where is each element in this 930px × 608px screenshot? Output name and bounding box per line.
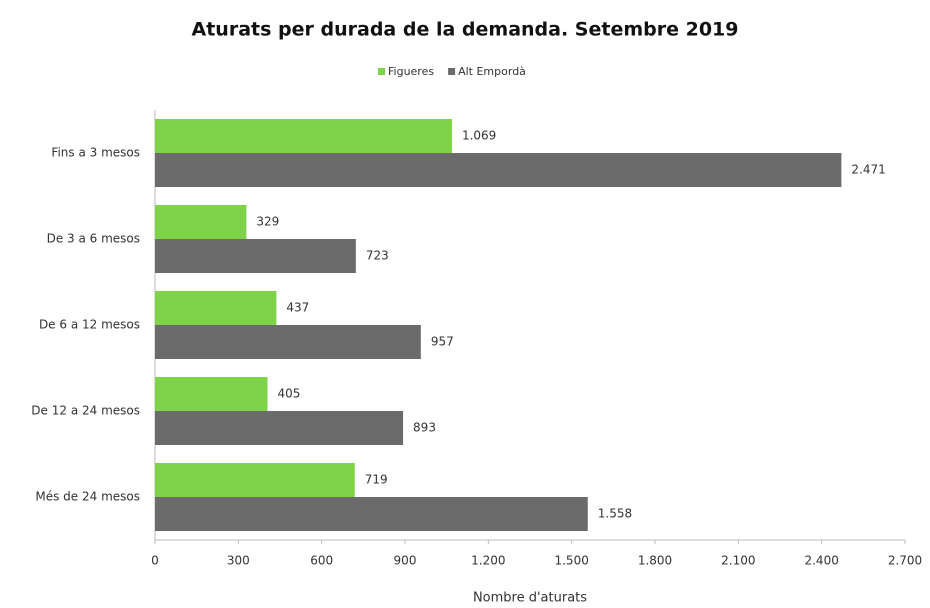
bar [155,497,588,531]
x-tick-label: 1.200 [471,554,505,568]
bar [155,119,452,153]
chart-title: Aturats per durada de la demanda. Setemb… [192,19,739,41]
bar [155,239,356,273]
x-tick-label: 2.400 [804,554,838,568]
x-tick-label: 0 [151,554,159,568]
x-tick-label: 900 [394,554,417,568]
data-label: 719 [365,473,388,487]
bar [155,411,404,445]
data-label: 1.069 [462,129,496,143]
data-label: 2.471 [851,163,885,177]
bar [155,291,277,325]
data-label: 437 [286,301,309,315]
y-tick-label: De 12 a 24 mesos [31,404,140,418]
y-tick-label: Fins a 3 mesos [51,146,140,160]
data-label: 405 [278,387,301,401]
data-label: 957 [431,335,454,349]
x-axis-title: Nombre d'aturats [473,591,587,606]
bar [155,153,842,187]
data-label: 329 [256,215,279,229]
x-tick-label: 600 [310,554,333,568]
bar [155,377,268,411]
x-tick-label: 300 [227,554,250,568]
legend-swatch [378,68,385,75]
bar [155,325,421,359]
bar [155,463,355,497]
x-tick-label: 2.100 [721,554,755,568]
x-tick-label: 2.700 [888,554,922,568]
legend-swatch [448,68,456,75]
x-tick-label: 1.800 [638,554,672,568]
legend-label: Figueres [388,65,434,78]
y-tick-label: Més de 24 mesos [35,490,140,504]
legend-label: Alt Empordà [458,65,526,78]
bar [155,205,247,239]
y-tick-label: De 6 a 12 mesos [39,318,140,332]
data-label: 893 [413,421,436,435]
data-label: 723 [366,249,389,263]
x-tick-label: 1.500 [554,554,588,568]
y-tick-label: De 3 a 6 mesos [47,232,140,246]
data-label: 1.558 [598,507,632,521]
